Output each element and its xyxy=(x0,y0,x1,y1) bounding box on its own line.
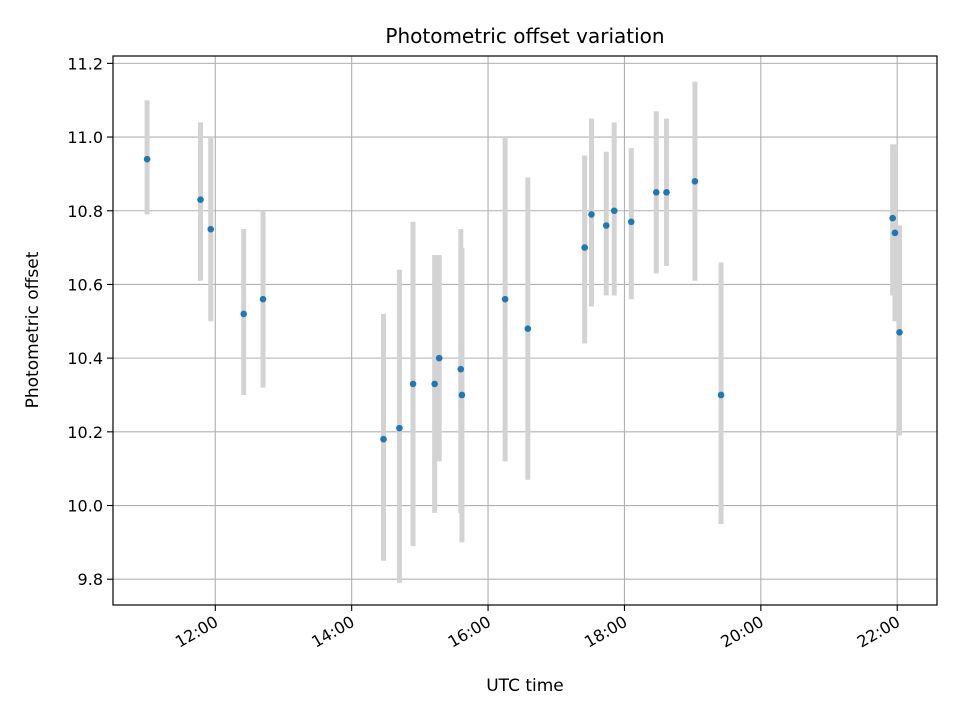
data-point xyxy=(143,155,151,163)
data-point xyxy=(207,225,215,233)
y-tick-label: 11.0 xyxy=(67,128,103,147)
y-tick-label: 10.0 xyxy=(67,497,103,516)
plot-frame xyxy=(112,55,938,606)
y-tick-label: 11.2 xyxy=(67,54,103,73)
data-point xyxy=(581,244,588,251)
y-tick-label: 10.2 xyxy=(67,423,103,442)
x-axis-ticks: 12:00 14:00 16:00 18:00 20:00 22:00 xyxy=(172,605,903,652)
data-point xyxy=(501,295,509,303)
data-point xyxy=(435,354,443,362)
data-points xyxy=(143,155,903,443)
y-tick-label: 10.8 xyxy=(67,202,103,221)
data-point xyxy=(691,177,699,185)
x-tick-label: 12:00 xyxy=(172,612,221,652)
errorbars xyxy=(144,81,902,583)
data-point xyxy=(431,380,438,388)
y-tick-label: 10.6 xyxy=(67,275,103,294)
data-point xyxy=(588,211,595,218)
data-point xyxy=(457,365,465,373)
data-point xyxy=(197,196,204,203)
data-point xyxy=(663,189,670,196)
data-point xyxy=(889,214,896,222)
data-point xyxy=(259,295,267,303)
data-point xyxy=(602,222,610,229)
x-tick-label: 18:00 xyxy=(581,612,630,652)
data-point xyxy=(717,391,725,399)
data-point xyxy=(896,329,903,336)
data-point xyxy=(652,189,660,196)
x-tick-label: 22:00 xyxy=(854,612,903,652)
data-point xyxy=(380,435,387,443)
y-tick-label: 9.8 xyxy=(78,570,103,589)
x-tick-label: 20:00 xyxy=(717,612,766,652)
y-axis-label: Photometric offset xyxy=(23,251,43,408)
y-tick-label: 10.4 xyxy=(67,349,103,368)
x-tick-label: 14:00 xyxy=(308,612,357,652)
grid xyxy=(113,56,937,605)
data-point xyxy=(409,380,417,388)
data-point xyxy=(240,310,248,318)
data-point xyxy=(891,229,899,237)
y-axis-ticks: 9.8 10.0 10.2 10.4 10.6 10.8 11.0 11.2 xyxy=(67,54,113,589)
x-tick-label: 16:00 xyxy=(445,612,494,652)
data-point xyxy=(610,207,618,215)
data-point xyxy=(458,391,466,399)
data-point xyxy=(396,424,403,432)
data-point xyxy=(627,218,635,226)
x-axis-label: UTC time xyxy=(486,676,564,696)
chart-title: Photometric offset variation xyxy=(385,24,664,48)
data-point xyxy=(524,325,532,332)
